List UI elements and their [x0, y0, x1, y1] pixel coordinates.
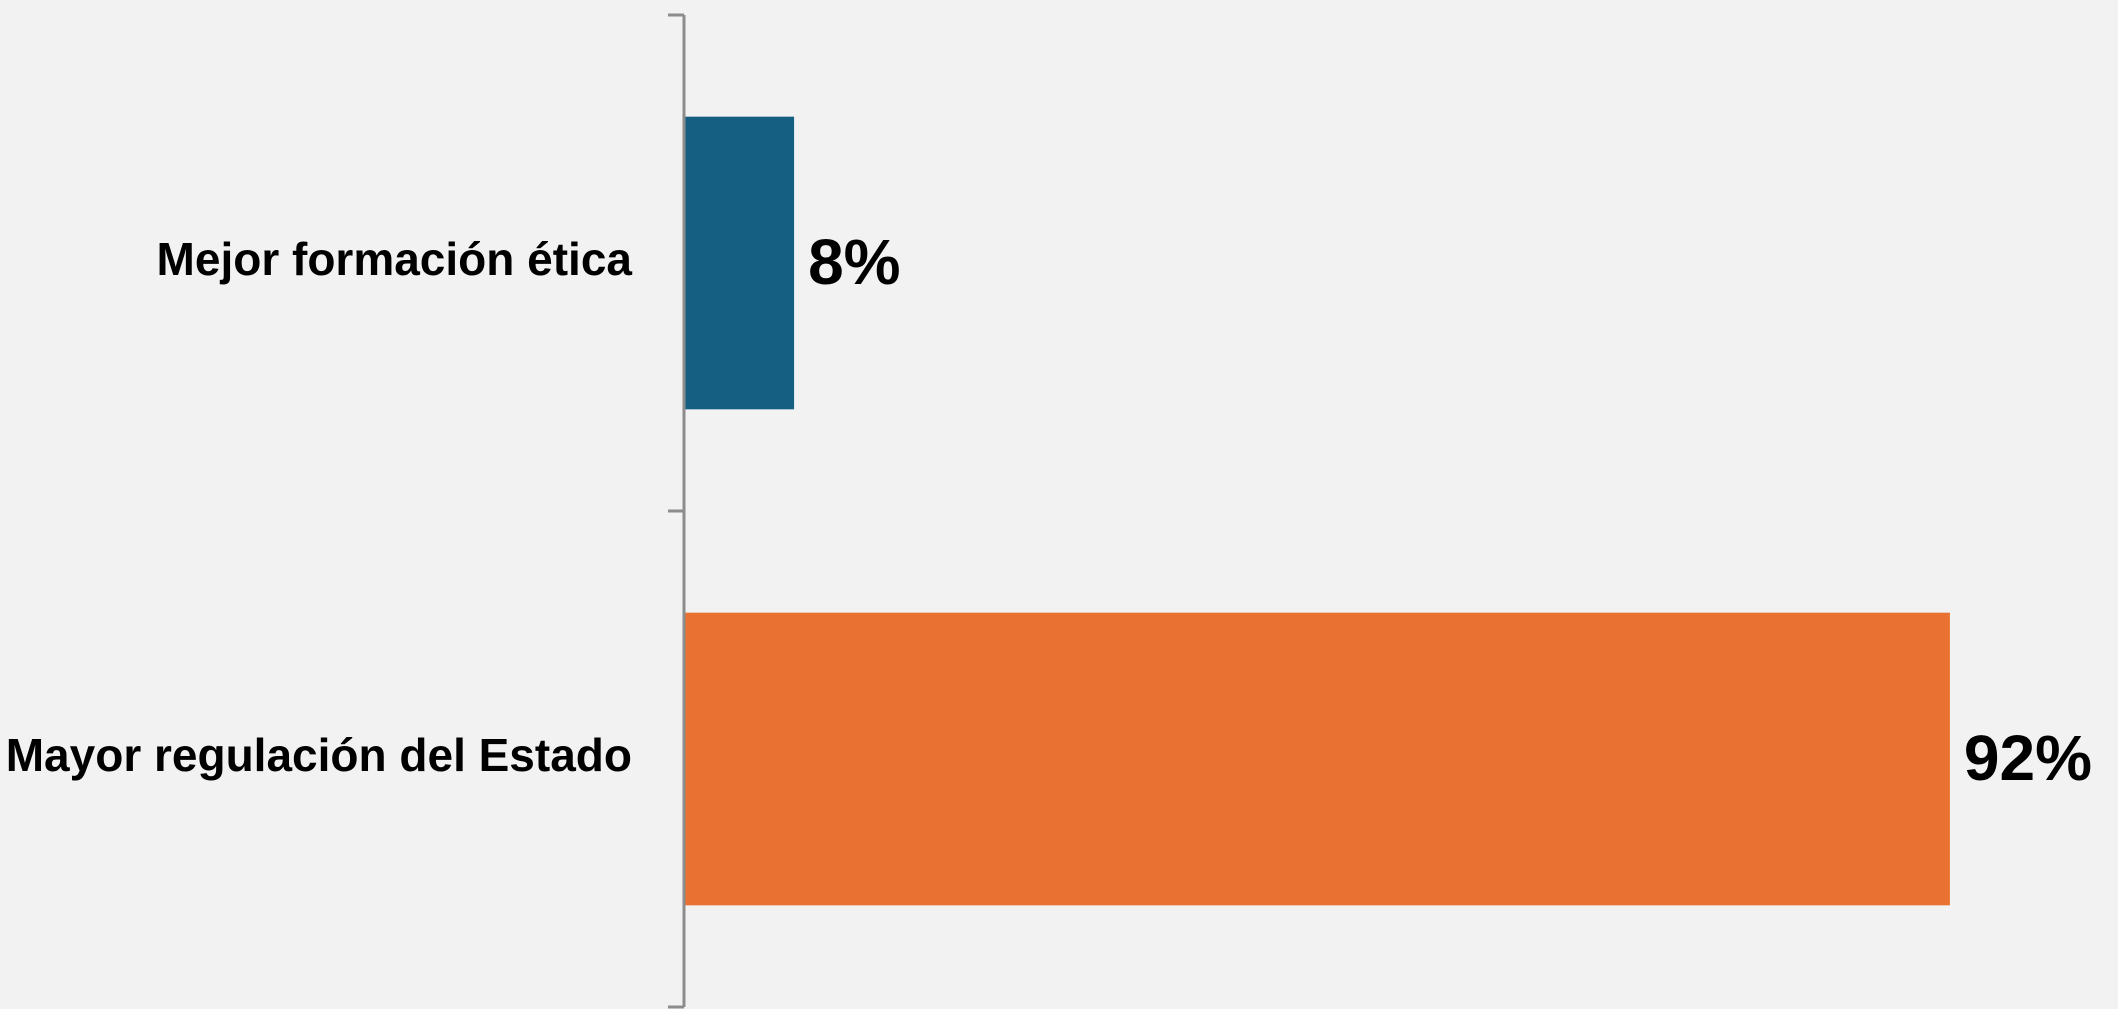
bar-2 — [684, 612, 1950, 906]
bars-layer — [684, 116, 1950, 906]
data-label: 92% — [1964, 722, 2092, 794]
category-label: Mayor regulación del Estado — [6, 729, 632, 781]
bar-1 — [684, 116, 795, 410]
data-label: 8% — [808, 226, 901, 298]
category-label: Mejor formación ética — [157, 233, 633, 285]
category-axis — [668, 13, 686, 1009]
labels-layer: Mejor formación ética 8% Mayor regulación … — [6, 226, 2092, 794]
